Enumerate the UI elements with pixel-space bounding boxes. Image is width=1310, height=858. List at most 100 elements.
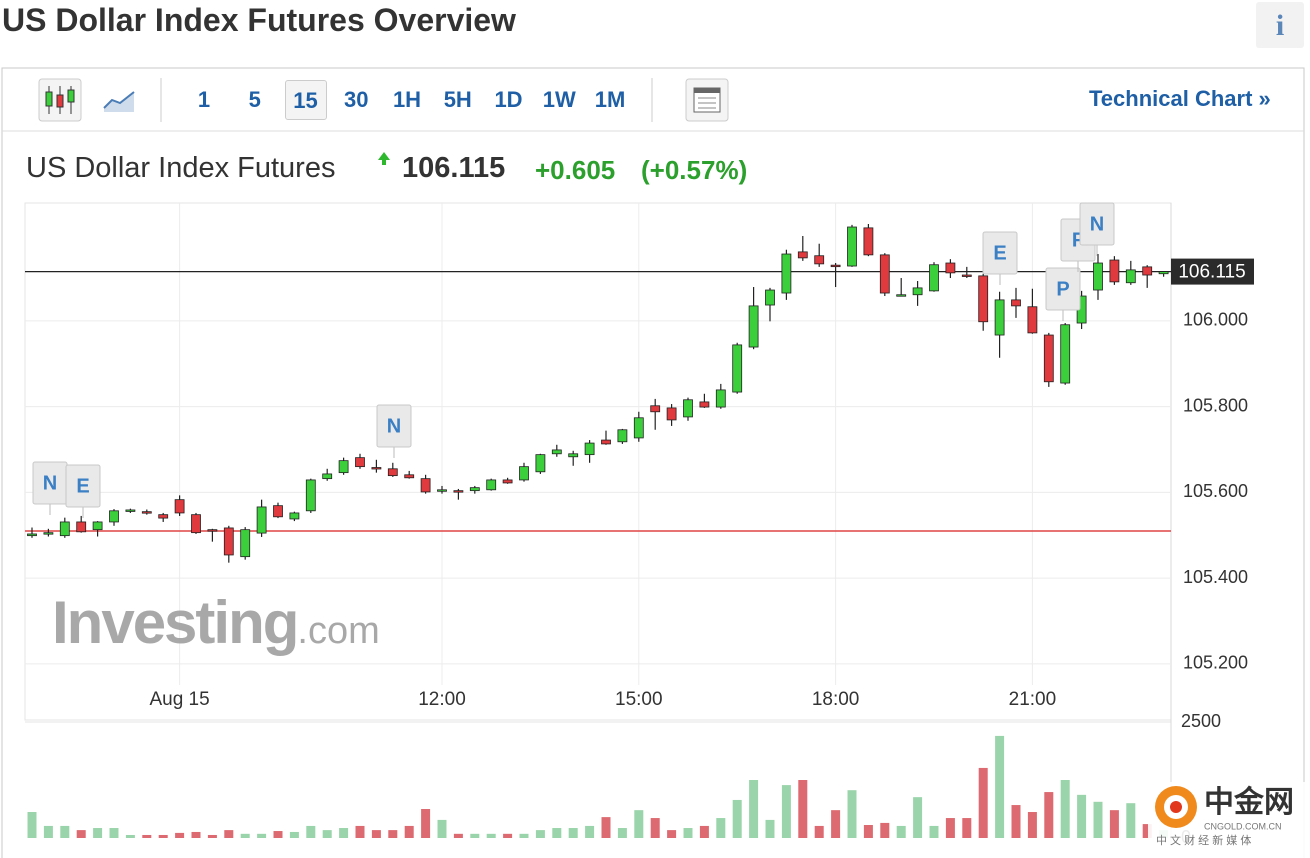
- volume-bar: [732, 799, 742, 838]
- candle-body: [1011, 299, 1021, 307]
- volume-bar: [175, 832, 185, 838]
- candle-body: [748, 305, 759, 348]
- page-title: US Dollar Index Futures Overview: [2, 2, 516, 38]
- layers: 105.200 105.400 105.600 105.800 106.000 Aug 1…: [25, 202, 1254, 847]
- volume-bar: [814, 825, 824, 838]
- candle-body: [879, 254, 890, 294]
- volume-bar: [896, 825, 906, 838]
- volume-bar: [306, 825, 316, 838]
- timeframe-button[interactable]: 1M: [594, 87, 626, 112]
- candle-body: [715, 389, 726, 408]
- timeframe-button[interactable]: 30: [344, 87, 369, 112]
- candle-body: [240, 529, 251, 558]
- candle-body: [814, 255, 825, 265]
- y-tick-label: 105.600: [1183, 481, 1248, 501]
- candle-body: [141, 511, 152, 514]
- candle-body: [650, 405, 661, 413]
- candle-body: [486, 479, 497, 491]
- volume-bar: [503, 833, 513, 838]
- candle-body: [568, 453, 579, 458]
- candle-body: [355, 457, 365, 468]
- y-tick-label: 105.800: [1183, 395, 1248, 415]
- volume-bar: [1011, 805, 1021, 838]
- volume-bar: [27, 812, 37, 838]
- volume-bar: [929, 825, 939, 838]
- candle-body: [387, 468, 398, 477]
- info-button[interactable]: i: [1256, 2, 1304, 48]
- volume-bar: [421, 809, 431, 838]
- volume-bar: [142, 834, 152, 838]
- volume-bar: [601, 817, 611, 838]
- technical-chart-link[interactable]: Technical Chart »: [1089, 86, 1271, 111]
- timeframe-button[interactable]: 1D: [494, 87, 523, 112]
- timeframe-button[interactable]: 1W: [542, 87, 576, 112]
- volume-bar: [585, 825, 595, 838]
- volume-bar: [289, 831, 299, 838]
- candle-body: [404, 474, 415, 479]
- volume-bar: [749, 780, 759, 838]
- volume-bar: [240, 833, 250, 838]
- volume-bar: [781, 785, 791, 838]
- candle-body: [781, 253, 792, 294]
- logo-name: 中金网: [1204, 785, 1294, 819]
- candle-body: [76, 521, 87, 533]
- candle-body: [633, 417, 644, 439]
- volume-bar: [470, 833, 480, 838]
- line-icon-button[interactable]: [103, 91, 135, 112]
- timeframe-button[interactable]: 5: [248, 87, 261, 112]
- candle-body: [732, 344, 743, 393]
- candle-body: [961, 274, 972, 277]
- volume-bar: [191, 831, 201, 838]
- volume-bar: [995, 735, 1005, 838]
- volume-bar: [716, 818, 726, 838]
- candle-body: [453, 490, 464, 493]
- volume-bar: [1027, 812, 1037, 838]
- price-tag: [1171, 258, 1254, 285]
- volume-bar: [60, 825, 70, 838]
- candle-body: [617, 429, 628, 443]
- volume-bar: [962, 818, 972, 838]
- cngold-logo: 中金网 CNGOLD.COM.CN 中 文 财 经 新 媒 体: [1148, 782, 1306, 858]
- logo-tagline: 中 文 财 经 新 媒 体: [1156, 833, 1251, 847]
- price-change-percent: (+0.57%): [641, 155, 748, 185]
- volume-bar: [1126, 803, 1136, 838]
- volume-bar: [207, 834, 217, 838]
- candle-body: [305, 479, 316, 512]
- volume-bar: [388, 830, 398, 838]
- volume-bar: [699, 825, 709, 838]
- volume-bar: [1044, 792, 1054, 838]
- calendar-icon-button[interactable]: [685, 78, 729, 122]
- timeframe-button[interactable]: 5H: [443, 87, 472, 112]
- event-flag: [982, 231, 1018, 275]
- price-tag-label: 106.115: [1178, 262, 1245, 283]
- candle-body: [1027, 306, 1038, 334]
- candle-body: [502, 479, 513, 484]
- volume-bar: [1109, 810, 1119, 838]
- candle-icon-button[interactable]: [38, 78, 82, 122]
- volume-bar: [978, 767, 988, 838]
- volume-bar: [355, 825, 365, 838]
- volume-bar: [1093, 801, 1103, 838]
- volume-bar: [339, 828, 349, 838]
- timeframe-button[interactable]: 15: [284, 80, 327, 120]
- candle-body: [437, 489, 447, 492]
- timeframe-button[interactable]: 1H: [392, 87, 422, 112]
- timeframe-button[interactable]: 1: [197, 87, 211, 112]
- watermark-brand: Investing.com: [52, 588, 380, 657]
- volume-bar: [158, 834, 168, 838]
- volume-bar: [1077, 794, 1087, 838]
- candle-body: [994, 299, 1005, 336]
- volume-bar: [667, 830, 677, 838]
- event-flag: [65, 464, 101, 508]
- event-flag-label: P: [1056, 278, 1069, 300]
- volume-bar: [1142, 824, 1152, 838]
- volume-bar: [552, 828, 562, 838]
- candle-body: [1060, 324, 1071, 384]
- panel-frame: [1, 67, 1305, 858]
- candle-body: [92, 521, 103, 531]
- event-flag: [1079, 202, 1115, 246]
- volume-bar: [798, 780, 808, 838]
- candle-body: [601, 439, 611, 445]
- candle-body: [945, 262, 956, 274]
